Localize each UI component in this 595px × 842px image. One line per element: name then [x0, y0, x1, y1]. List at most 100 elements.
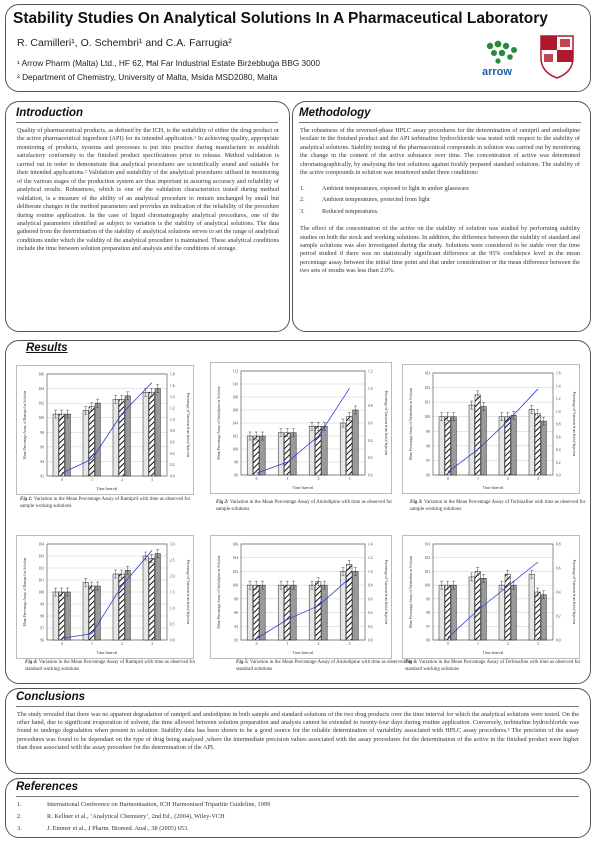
y2-tick-label: 1.6: [556, 372, 561, 376]
x-tick-label: 3: [537, 642, 539, 646]
x-tick-label: 3: [349, 642, 351, 646]
bar: [480, 406, 487, 476]
y2-tick-label: 1.2: [368, 370, 373, 374]
bar: [339, 422, 347, 476]
y-axis-label: Mean Percentage Assay of Amlodipine in S…: [217, 386, 221, 459]
x-tick-label: 0: [447, 477, 449, 481]
y2-tick-label: 1.0: [368, 570, 373, 574]
figure-caption-text: Variation in the Mean Percentage Assay o…: [236, 660, 413, 672]
introduction-text: Quality of pharmaceutical products, as d…: [17, 127, 279, 253]
plot-frame: [432, 543, 554, 641]
bar: [504, 416, 511, 476]
x-tick-label: 1: [287, 477, 289, 481]
y2-axis-label: Percentage of Variation from Initial Inj…: [384, 391, 388, 456]
y-tick-label: 100: [233, 448, 239, 452]
bar: [253, 435, 260, 476]
affiliation-2: ² Department of Chemistry, University of…: [17, 72, 278, 82]
figure-caption-text: Variation in the Mean Percentage Assay o…: [410, 500, 586, 512]
y2-tick-label: 0.4: [368, 611, 373, 615]
y2-axis-label: Percentage of Variation from Initial Inj…: [186, 393, 190, 458]
variation-line: [447, 561, 539, 638]
figure-6: 103 102 101 100 99 98 97 96 0.8 0.6 0.4 0.2 0.0 0 1 2 3 T…: [402, 535, 580, 659]
bar: [474, 571, 481, 641]
bar: [468, 576, 475, 641]
x-axis-label: Time Interval: [97, 487, 118, 491]
x-tick-label: 3: [151, 642, 153, 646]
bar: [277, 584, 285, 641]
x-axis-label: Time Interval: [97, 651, 118, 655]
y-tick-label: 103: [425, 372, 431, 376]
bar: [58, 591, 65, 641]
variation-line: [256, 388, 350, 474]
y-tick-label: 102: [425, 386, 431, 390]
arrow-logo-text: arrow: [482, 66, 512, 78]
bar: [510, 584, 517, 641]
bar: [142, 391, 149, 477]
figure-4: 104 103 102 101 100 99 98 97 96 3.0 2.5 2.0 1.5 1.0 0.…: [16, 535, 194, 659]
bar: [534, 413, 541, 476]
bar: [528, 573, 535, 641]
bar: [438, 416, 445, 476]
chart-1-svg: 106104102100989694921.81.61.41.21.00.80.…: [23, 373, 190, 492]
chart-6-svg: 103 102 101 100 99 98 97 96 0.8 0.6 0.4 0.2 0.0 0 1 2 3 T…: [409, 543, 576, 656]
figure-caption-label: Fig 5:: [236, 660, 250, 665]
x-axis-label: Time Interval: [293, 486, 314, 490]
x-tick-label: 0: [61, 478, 63, 482]
bar: [154, 553, 161, 641]
y2-tick-label: 0.6: [368, 422, 373, 426]
figure-caption-label: Fig 6:: [405, 660, 419, 665]
y2-axis-label: Percentage of Variation from Initial Inj…: [384, 560, 388, 625]
y2-tick-label: 0.6: [556, 567, 561, 571]
bar: [259, 435, 266, 476]
plot-frame: [46, 373, 168, 477]
x-tick-label: 2: [318, 477, 320, 481]
references-panel: [5, 778, 591, 838]
introduction-heading: Introduction: [16, 107, 84, 119]
y-tick-label: 102: [39, 567, 45, 571]
header-panel: [5, 4, 591, 92]
x-tick-label: 0: [256, 477, 258, 481]
y-tick-label: 96: [40, 639, 44, 643]
y2-tick-label: 0.4: [556, 448, 561, 452]
y-tick-label: 106: [233, 543, 239, 547]
x-tick-label: 1: [91, 642, 93, 646]
y-tick-label: 112: [233, 370, 238, 374]
y-axis-label: Mean Percentage Assay of Ramipril in Sol…: [23, 390, 27, 459]
reference-item: 2. R. Kellner et al., ‘Analytical Chemist…: [17, 813, 225, 820]
x-tick-label: 0: [447, 642, 449, 646]
references-heading: References: [16, 781, 79, 793]
y-tick-label: 92: [40, 475, 44, 479]
figure-caption-label: Fig 3:: [410, 500, 424, 505]
bar: [142, 555, 149, 641]
conclusions-panel: [5, 688, 591, 774]
reference-item: 1. International Conference on Harmonisat…: [17, 801, 271, 808]
bar: [444, 416, 451, 476]
x-axis-label: Time Interval: [293, 651, 314, 655]
y2-tick-label: 0.8: [170, 429, 175, 433]
y-axis-label: Mean Percentage Assay of Amlodipine in S…: [217, 555, 221, 628]
figure-6-caption: Fig 6: Variation in the Mean Percentage …: [405, 660, 583, 673]
y-tick-label: 102: [233, 435, 239, 439]
y-axis-label: Mean Percentage Assay of Ramipril in Sol…: [23, 557, 27, 626]
figure-1: 106 104 102 100 98 96 94 92 1.8 1.6 1.4 1.2 1.0 0.8 0.…: [16, 365, 194, 495]
arrow-logo: arrow: [480, 36, 526, 82]
y-tick-label: 100: [39, 591, 45, 595]
variation-line: [61, 382, 153, 474]
bar: [284, 584, 291, 641]
figure-caption-text: Variation in the Mean Percentage Assay o…: [20, 497, 191, 509]
y2-axis-label: Percentage of Variation from Initial Inj…: [572, 560, 576, 625]
y-tick-label: 100: [233, 584, 239, 588]
methodology-heading: Methodology: [299, 107, 371, 119]
y2-tick-label: 1.4: [368, 543, 373, 547]
y2-tick-label: 1.5: [170, 591, 175, 595]
y2-tick-label: 0.6: [170, 441, 175, 445]
chart-2-svg: 11211010810610410210098961.21.00.80.60.4…: [217, 370, 388, 491]
y2-tick-label: 1.4: [170, 395, 175, 399]
condition-item: 3. Reduced temperatures.: [300, 207, 379, 215]
figure-caption-label: Fig 4:: [25, 660, 39, 665]
y-tick-label: 106: [233, 409, 239, 413]
y2-tick-label: 0.0: [556, 474, 561, 478]
figure-caption-text: Variation in the Mean Percentage Assay o…: [405, 660, 581, 672]
bar: [352, 571, 359, 641]
y-tick-label: 99: [426, 430, 430, 434]
